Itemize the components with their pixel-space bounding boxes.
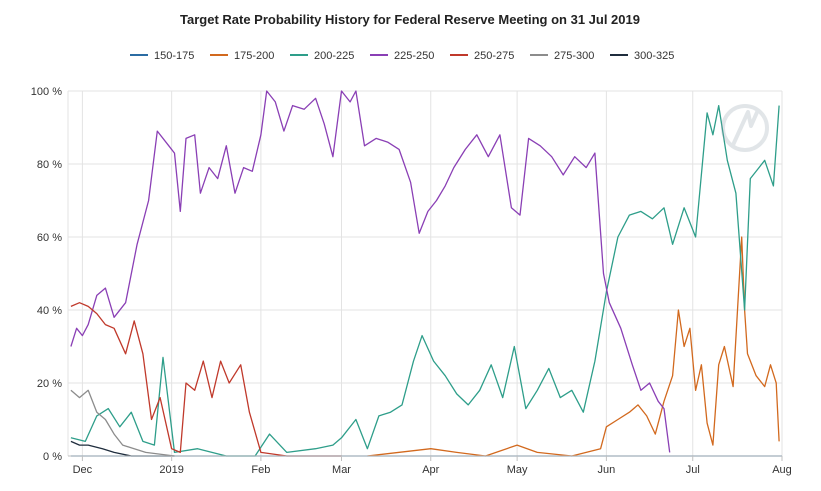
series-line-225-250: [70, 90, 671, 453]
legend: 150-175 175-200 200-225 225-250 250-275 275-3…: [130, 50, 674, 62]
legend-label-225-250: 225-250: [394, 50, 434, 62]
y-tick-label: 40 %: [37, 305, 62, 317]
x-tick-label: Mar: [332, 464, 351, 476]
x-tick-label: Dec: [73, 464, 93, 476]
series-line-275-300: [70, 389, 175, 457]
grid-lines: [67, 90, 783, 457]
y-tick-label: 20 %: [37, 378, 62, 390]
legend-label-150-175: 150-175: [154, 50, 194, 62]
y-axis: 0 % 20 % 40 % 60 % 80 % 100 %: [31, 86, 62, 463]
watermark-logo: [721, 104, 769, 152]
y-tick-label: 100 %: [31, 86, 62, 98]
legend-label-200-225: 200-225: [314, 50, 354, 62]
plot-area: [70, 90, 782, 457]
legend-label-275-300: 275-300: [554, 50, 594, 62]
legend-label-175-200: 175-200: [234, 50, 274, 62]
x-tick-label: Jul: [686, 464, 700, 476]
x-tick-label: Apr: [422, 464, 439, 476]
x-tick-label: Aug: [772, 464, 792, 476]
y-tick-label: 0 %: [43, 451, 62, 463]
x-tick-label: Jun: [598, 464, 616, 476]
x-tick-label: Feb: [251, 464, 270, 476]
x-axis: Dec 2019 Feb Mar Apr May Jun Jul Aug: [68, 455, 792, 476]
x-tick-label: 2019: [159, 464, 183, 476]
series-line-250-275: [70, 302, 342, 457]
series-line-200-225: [70, 104, 780, 457]
series-line-175-200: [367, 236, 780, 457]
y-tick-label: 60 %: [37, 232, 62, 244]
legend-label-250-275: 250-275: [474, 50, 514, 62]
legend-label-300-325: 300-325: [634, 50, 674, 62]
chart-title: Target Rate Probability History for Fede…: [180, 12, 640, 27]
x-tick-label: May: [507, 464, 528, 476]
y-tick-label: 80 %: [37, 159, 62, 171]
